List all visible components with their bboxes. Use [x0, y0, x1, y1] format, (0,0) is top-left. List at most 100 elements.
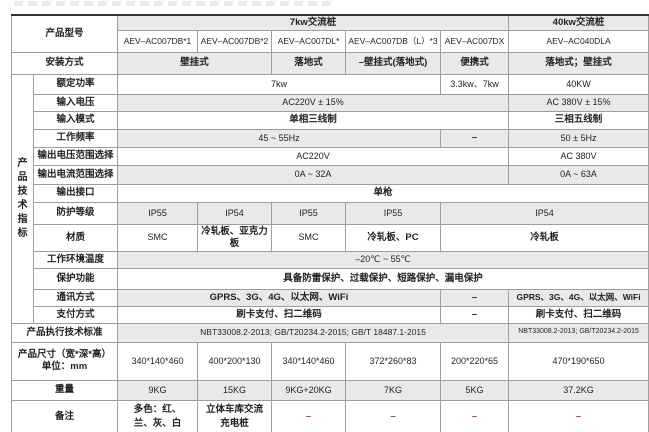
product-spec-table: 产品型号 7kw交流桩 40kw交流桩 AEV–AC007DB*1 AEV–AC…	[10, 14, 649, 432]
value-cell: 15KG	[197, 379, 273, 401]
row-label: 备注	[10, 399, 119, 432]
value-cell: 7kw	[117, 73, 442, 95]
value-cell: 单相三线制	[117, 110, 510, 130]
value-cell: –壁挂式(落地式)	[345, 51, 442, 75]
spec-row-work-temp: 工作环境温度 –20℃ ~ 55℃	[12, 250, 649, 269]
spec-row-dimensions: 产品尺寸（宽*深*高） 单位：mm 340*140*460 400*200*13…	[10, 341, 649, 381]
value-cell: –	[440, 288, 510, 307]
group-header-7kw: 7kw交流桩	[117, 14, 510, 31]
value-cell: –	[440, 305, 510, 324]
value-cell: 470*190*650	[508, 341, 649, 381]
spec-row-output-current: 输出电流范围选择 0A ~ 32A 0A ~ 63A	[12, 164, 649, 185]
group-header-row: 产品型号 7kw交流桩 40kw交流桩	[10, 14, 649, 53]
model-cell: AEV–AC007DB*1	[117, 29, 199, 53]
spec-row-input-mode: 输入模式 单相三线制 三相五线制	[12, 110, 649, 130]
value-cell: –20℃ ~ 55℃	[117, 250, 649, 269]
model-cell: AEV–AC040DLA	[508, 29, 649, 53]
row-label: 输入模式	[32, 110, 119, 130]
value-cell: 三相五线制	[508, 110, 649, 130]
value-cell: IP55	[271, 201, 347, 225]
value-cell: IP55	[117, 201, 199, 225]
value-cell: 9KG+20KG	[271, 379, 347, 401]
value-cell: SMC	[117, 223, 199, 252]
value-cell: 冷轧板	[440, 223, 649, 252]
row-label-line2: 单位：mm	[41, 361, 88, 373]
spec-row-input-voltage: 输入电压 AC220V ± 15% AC 380V ± 15%	[12, 93, 649, 112]
value-cell: IP54	[440, 201, 649, 225]
value-cell: –	[345, 399, 442, 432]
spec-row-weight: 重量 9KG 15KG 9KG+20KG 7KG 5KG 37.2KG	[10, 379, 649, 401]
value-cell: AC 380V	[508, 146, 649, 166]
row-label: 工作环境温度	[32, 250, 119, 269]
value-cell: 7KG	[345, 379, 442, 401]
spec-row-standards: 产品执行技术标准 NBT33008.2-2013; GB/T20234.2-20…	[10, 322, 649, 343]
spec-row-rated-power: 产品技术指标 额定功率 7kw 3.3kw、7kw 40KW	[11, 73, 649, 324]
row-label: 输出接口	[32, 183, 119, 203]
value-cell: GPRS、3G、4G、以太网、WiFi	[117, 288, 442, 307]
model-cell: AEV–AC007DL*	[271, 29, 347, 53]
value-cell: 0A ~ 63A	[508, 164, 649, 185]
value-cell: 立体车库交流充电桩	[197, 399, 273, 432]
value-cell: IP54	[197, 201, 273, 225]
row-label-line1: 产品尺寸（宽*深*高）	[18, 349, 111, 361]
value-cell: 9KG	[117, 379, 199, 401]
vertical-group-label-text: 产品技术指标	[17, 157, 28, 239]
row-label: 安装方式	[10, 51, 119, 75]
row-label: 额定功率	[32, 73, 119, 95]
value-cell: –	[440, 128, 510, 148]
value-cell: 5KG	[440, 379, 510, 401]
group-header-40kw: 40kw交流桩	[508, 14, 649, 31]
value-cell: 372*260*83	[345, 341, 442, 381]
row-label-product-model: 产品型号	[10, 14, 119, 53]
cropped-text-remnant	[14, 1, 334, 6]
value-cell: AC 380V ± 15%	[508, 93, 649, 112]
row-label: 输入电压	[32, 93, 119, 112]
value-cell: –	[271, 399, 347, 432]
row-label: 通讯方式	[32, 288, 119, 307]
value-cell: 340*140*460	[117, 341, 199, 381]
value-cell: NBT33008.2-2013; GB/T20234.2-2015	[508, 322, 649, 343]
row-label: 输出电压范围选择	[32, 146, 119, 166]
value-cell: 具备防雷保护、过载保护、短路保护、漏电保护	[117, 267, 649, 290]
spec-row-protection-fn: 保护功能 具备防雷保护、过载保护、短路保护、漏电保护	[12, 267, 649, 290]
row-label: 产品尺寸（宽*深*高） 单位：mm	[10, 341, 119, 381]
value-cell: 便携式	[440, 51, 510, 75]
vertical-group-label: 产品技术指标	[11, 73, 34, 324]
value-cell: 40KW	[508, 73, 649, 95]
spec-row-frequency: 工作频率 45 ~ 55Hz – 50 ± 5Hz	[12, 128, 649, 148]
spec-row-notes: 备注 多色：红、兰、灰、白 立体车库交流充电桩 – – – –	[10, 399, 649, 432]
spec-row-material: 材质 SMC 冷轧板、亚克力板 SMC 冷轧板、PC 冷轧板	[12, 223, 649, 252]
model-cell: AEV–AC007DB（L）*3	[345, 29, 442, 53]
spec-row-install: 安装方式 壁挂式 落地式 –壁挂式(落地式) 便携式 落地式；壁挂式	[10, 51, 649, 75]
value-cell: 37.2KG	[508, 379, 649, 401]
value-cell: 壁挂式	[117, 51, 273, 75]
value-cell: 45 ~ 55Hz	[117, 128, 442, 148]
row-label: 支付方式	[32, 305, 119, 324]
value-cell: 3.3kw、7kw	[440, 73, 510, 95]
spec-row-payment: 支付方式 刷卡支付、扫二维码 – 刷卡支付、扫二维码	[12, 305, 649, 324]
spec-row-output-interface: 输出接口 单枪	[12, 183, 649, 203]
value-cell: 0A ~ 32A	[117, 164, 510, 185]
value-cell: 刷卡支付、扫二维码	[508, 305, 649, 324]
value-cell: 冷轧板、PC	[345, 223, 442, 252]
value-cell: SMC	[271, 223, 347, 252]
value-cell: –	[440, 399, 510, 432]
row-label: 防护等级	[32, 201, 119, 225]
row-label: 工作频率	[32, 128, 119, 148]
value-cell: AC220V ± 15%	[117, 93, 510, 112]
value-cell: –	[508, 399, 649, 432]
value-cell: 多色：红、兰、灰、白	[117, 399, 199, 432]
spec-row-protection-rating: 防护等级 IP55 IP54 IP55 IP55 IP54	[12, 201, 649, 225]
row-label: 材质	[32, 223, 119, 252]
spec-row-output-voltage: 输出电压范围选择 AC220V AC 380V	[12, 146, 649, 166]
value-cell: AC220V	[117, 146, 510, 166]
value-cell: 400*200*130	[197, 341, 273, 381]
row-label: 输出电流范围选择	[32, 164, 119, 185]
value-cell: IP55	[345, 201, 442, 225]
value-cell: 200*220*65	[440, 341, 510, 381]
value-cell: NBT33008.2-2013; GB/T20234.2-2015; GB/T …	[117, 322, 510, 343]
model-cell: AEV–AC007DB*2	[197, 29, 273, 53]
value-cell: 落地式；壁挂式	[508, 51, 649, 75]
value-cell: 刷卡支付、扫二维码	[117, 305, 442, 324]
row-label: 保护功能	[32, 267, 119, 290]
